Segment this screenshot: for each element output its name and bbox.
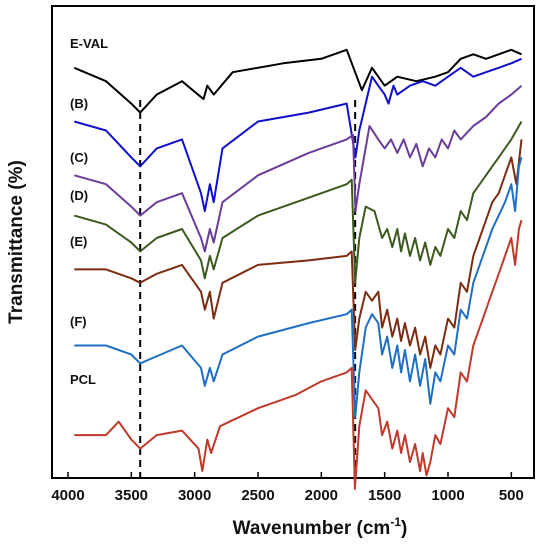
- series-line-b: [74, 57, 522, 213]
- series-label: E-VAL: [70, 36, 108, 51]
- series-line-e: [74, 139, 523, 369]
- series-line-d: [74, 121, 523, 284]
- series-line-c: [74, 84, 523, 253]
- series-labels: E-VAL (B) (C) (D) (E) (F) PCL: [70, 36, 108, 387]
- series-label: (B): [70, 96, 88, 111]
- series-label: (C): [70, 150, 88, 165]
- series-label: (E): [70, 234, 87, 249]
- x-axis-label-end: ): [401, 518, 407, 539]
- x-tick-label: 3500: [115, 487, 148, 504]
- series-label: (F): [70, 314, 87, 329]
- plot-frame: [51, 5, 535, 479]
- x-tick-label: 4000: [51, 487, 84, 504]
- series-lines: [73, 48, 523, 490]
- x-tick-label: 1500: [368, 487, 401, 504]
- x-tick-label: 500: [499, 487, 524, 504]
- x-tick-label: 3000: [178, 487, 211, 504]
- y-axis-label: Transmittance (%): [6, 160, 27, 324]
- x-axis-label-superscript: -1: [390, 515, 401, 529]
- x-axis-label: Wavenumber (cm-1): [233, 515, 408, 539]
- x-axis-ticks: 4000 3500 3000 2500 2000 1500 1000 500: [51, 472, 524, 504]
- x-tick-label: 1000: [431, 487, 464, 504]
- series-line-pcl: [74, 219, 523, 490]
- reference-lines: [139, 100, 357, 478]
- series-label: (D): [70, 188, 88, 203]
- series-line-eval: [73, 48, 522, 114]
- series-label: PCL: [70, 372, 96, 387]
- x-tick-label: 2000: [305, 487, 338, 504]
- series-line-f: [74, 157, 523, 419]
- x-tick-label: 2500: [241, 487, 274, 504]
